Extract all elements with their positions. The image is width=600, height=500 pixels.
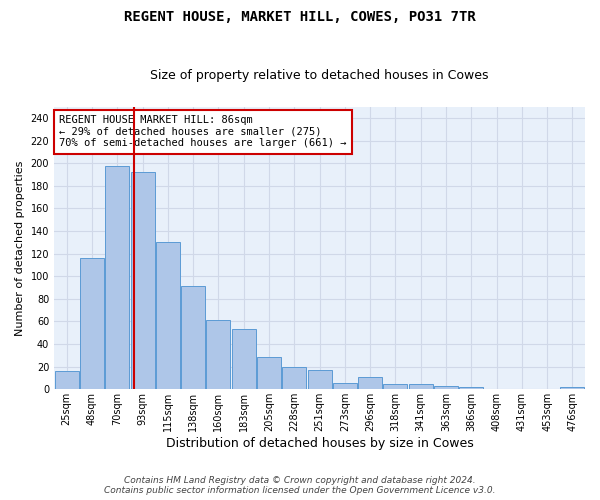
Y-axis label: Number of detached properties: Number of detached properties	[15, 160, 25, 336]
Bar	[206, 320, 230, 390]
Text: Contains HM Land Registry data © Crown copyright and database right 2024.
Contai: Contains HM Land Registry data © Crown c…	[104, 476, 496, 495]
Bar	[409, 384, 433, 390]
Bar	[358, 377, 382, 390]
Bar	[80, 258, 104, 390]
Bar	[232, 330, 256, 390]
Bar	[55, 371, 79, 390]
Bar	[105, 166, 129, 390]
Bar	[383, 384, 407, 390]
Text: REGENT HOUSE MARKET HILL: 86sqm
← 29% of detached houses are smaller (275)
70% o: REGENT HOUSE MARKET HILL: 86sqm ← 29% of…	[59, 116, 347, 148]
Bar	[333, 382, 357, 390]
Bar	[257, 356, 281, 390]
Text: REGENT HOUSE, MARKET HILL, COWES, PO31 7TR: REGENT HOUSE, MARKET HILL, COWES, PO31 7…	[124, 10, 476, 24]
Bar	[434, 386, 458, 390]
Bar	[282, 366, 306, 390]
Bar	[131, 172, 155, 390]
Bar	[459, 387, 483, 390]
Bar	[560, 387, 584, 390]
Bar	[156, 242, 180, 390]
X-axis label: Distribution of detached houses by size in Cowes: Distribution of detached houses by size …	[166, 437, 473, 450]
Title: Size of property relative to detached houses in Cowes: Size of property relative to detached ho…	[150, 69, 489, 82]
Bar	[308, 370, 332, 390]
Bar	[181, 286, 205, 390]
